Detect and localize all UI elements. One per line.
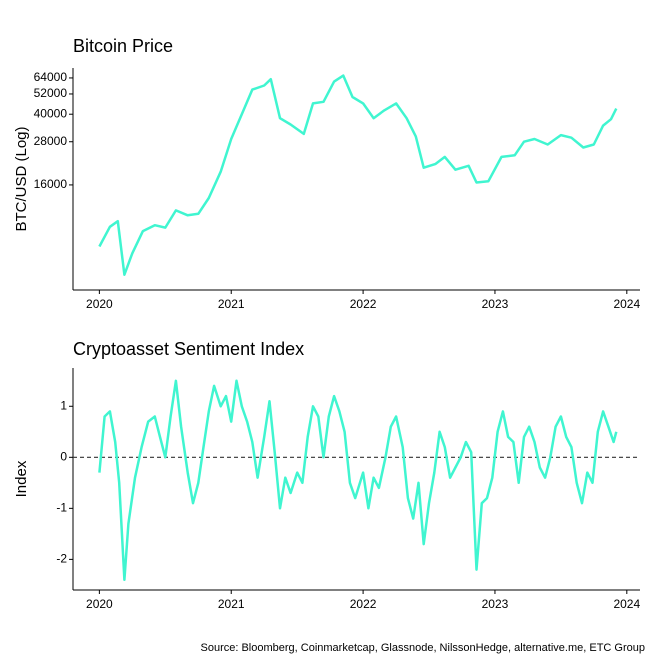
source-note: Source: Bloomberg, Coinmarketcap, Glassn…	[201, 642, 646, 654]
y-tick-label: -2	[56, 552, 67, 566]
y-tick-label: 52000	[34, 86, 68, 100]
y-tick-label: -1	[56, 501, 67, 515]
data-line	[98, 379, 618, 582]
x-tick-label: 2023	[482, 297, 509, 311]
x-tick-label: 2021	[218, 297, 245, 311]
y-axis-label: Index	[13, 460, 30, 497]
y-tick-label: 16000	[34, 177, 68, 191]
y-axis-label: BTC/USD (Log)	[13, 126, 30, 231]
x-tick-label: 2021	[218, 597, 245, 611]
x-tick-label: 2020	[86, 597, 113, 611]
y-tick-label: 64000	[34, 70, 68, 84]
x-tick-label: 2022	[350, 297, 377, 311]
data-line	[98, 74, 618, 276]
x-tick-label: 2024	[613, 597, 640, 611]
x-tick-label: 2023	[482, 597, 509, 611]
x-tick-label: 2024	[613, 297, 640, 311]
y-tick-label: 40000	[34, 106, 68, 120]
y-tick-label: 1	[60, 398, 67, 412]
y-tick-label: 28000	[34, 134, 68, 148]
y-tick-label: 0	[60, 449, 67, 463]
panel-title: Bitcoin Price	[73, 36, 173, 56]
panel-title: Cryptoasset Sentiment Index	[73, 339, 304, 359]
x-tick-label: 2022	[350, 597, 377, 611]
x-tick-label: 2020	[86, 297, 113, 311]
